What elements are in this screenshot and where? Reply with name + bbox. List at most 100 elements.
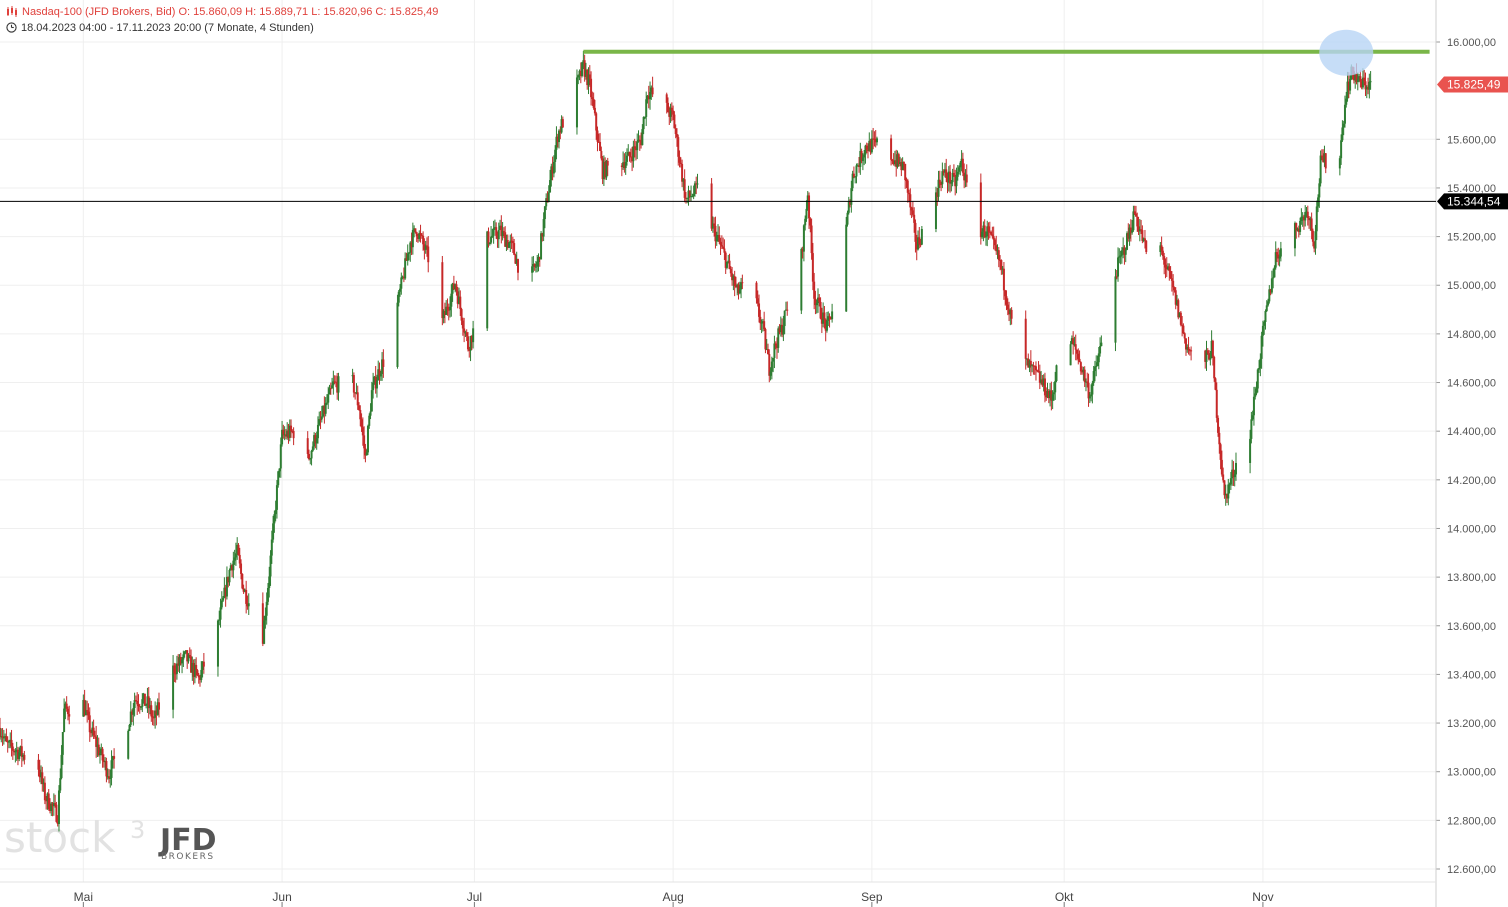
candle-body <box>575 77 578 128</box>
candle-body <box>950 182 953 184</box>
candle-body <box>718 234 721 242</box>
candle-body <box>590 78 593 98</box>
candle-body <box>1297 228 1300 232</box>
candle-body <box>129 711 132 725</box>
candle-body <box>1163 256 1166 265</box>
candle-body <box>938 179 941 185</box>
candle-body <box>684 197 687 199</box>
candle-body <box>1349 78 1352 91</box>
candle-body <box>309 458 312 460</box>
candle-body <box>54 803 57 805</box>
candle-body <box>233 557 236 561</box>
candle-body <box>1361 77 1364 88</box>
candle-body <box>4 736 7 738</box>
candle-body <box>450 293 453 307</box>
candle-body <box>224 587 227 597</box>
candle-body <box>1263 321 1266 326</box>
candle-body <box>411 229 414 248</box>
candle-body <box>804 218 807 226</box>
candle-body <box>277 471 280 486</box>
candle-body <box>375 380 378 389</box>
candle-body <box>1343 104 1346 124</box>
candle-body <box>1123 247 1126 255</box>
candle-body <box>593 107 596 114</box>
candle-body <box>1137 226 1140 232</box>
candle-body <box>1300 216 1303 221</box>
candle-body <box>0 727 1 737</box>
candle-body <box>965 174 968 183</box>
candle-body <box>805 208 808 219</box>
candle-body <box>600 150 603 159</box>
candle-body <box>464 332 467 334</box>
candle-body <box>1346 81 1349 99</box>
y-tick-label: 13.600,00 <box>1447 621 1496 633</box>
candle-body <box>723 248 726 253</box>
candle-body <box>740 282 743 290</box>
candle-body <box>454 284 457 290</box>
candle-body <box>470 336 473 343</box>
candle-body <box>1096 362 1099 367</box>
candle-body <box>157 702 160 710</box>
candle-body <box>1051 394 1054 401</box>
candle-body <box>1073 344 1076 346</box>
candle-body <box>558 130 561 143</box>
candle-body <box>541 233 544 237</box>
candle-body <box>1046 390 1049 398</box>
candle-body <box>988 231 991 233</box>
candle-body <box>138 706 141 708</box>
candle-body <box>1145 240 1148 252</box>
candle-body <box>493 227 496 229</box>
candle-body <box>109 777 112 779</box>
candle-body <box>1359 76 1362 82</box>
highlight-circle[interactable] <box>1319 29 1374 76</box>
candle-body <box>61 731 64 755</box>
candle-body <box>1206 350 1209 354</box>
candle-body <box>868 140 871 152</box>
candle-body <box>581 62 584 76</box>
candle-body <box>66 708 69 715</box>
candle-body <box>536 261 539 267</box>
candle-body <box>949 171 952 184</box>
candle-body <box>815 303 818 306</box>
candle-body <box>59 778 62 791</box>
candle-body <box>1217 417 1220 433</box>
candle-body <box>140 706 143 708</box>
candle-body <box>532 264 535 267</box>
candle-body <box>381 359 384 374</box>
candle-body <box>1219 444 1222 460</box>
candle-body <box>96 744 99 747</box>
candle-body <box>625 155 628 162</box>
candle-body <box>1034 366 1037 371</box>
candle-body <box>555 136 558 150</box>
candle-body <box>1159 245 1162 252</box>
candle-body <box>855 165 858 177</box>
candle-body <box>65 703 68 709</box>
candle-body <box>1168 266 1171 272</box>
candle-body <box>172 665 175 710</box>
candle-body <box>1323 153 1326 162</box>
candle-body <box>681 164 684 182</box>
candle-body <box>847 201 850 213</box>
candle-body <box>646 95 649 100</box>
candle-body <box>441 262 444 319</box>
candle-body <box>1313 241 1316 249</box>
candle-body <box>268 576 271 589</box>
candle-body <box>1126 233 1129 250</box>
candle-body <box>452 283 455 290</box>
candle-body <box>819 301 822 319</box>
candle-body <box>1184 338 1187 350</box>
candle-body <box>290 425 293 431</box>
candle-body <box>456 291 459 304</box>
candle-body <box>324 403 327 414</box>
candle-body <box>859 150 862 168</box>
candle-body <box>1004 290 1007 297</box>
candle-body <box>1295 223 1298 231</box>
candle-body <box>360 419 363 428</box>
candle-body <box>958 167 961 172</box>
candle-body <box>1218 432 1221 445</box>
candle-body <box>178 657 181 666</box>
candle-body <box>1118 256 1121 258</box>
last-price-label: 15.825,49 <box>1447 77 1501 91</box>
candle-body <box>95 736 98 747</box>
